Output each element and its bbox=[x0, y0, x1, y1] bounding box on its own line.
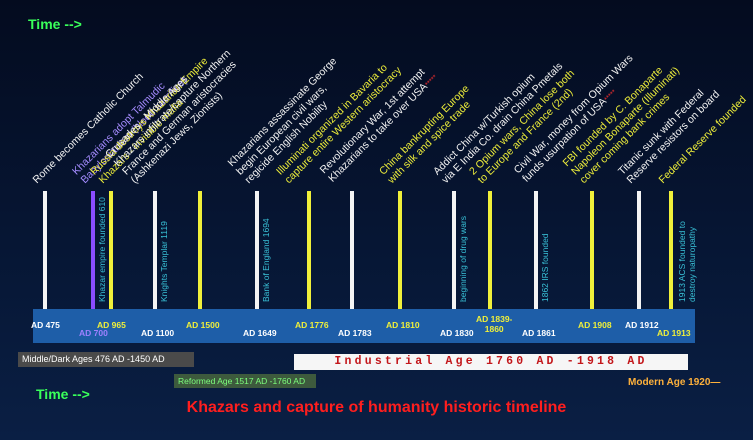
time-arrow-top: Time --> bbox=[28, 16, 82, 32]
date-label: AD 1912 bbox=[625, 320, 659, 330]
date-label: AD 700 bbox=[79, 328, 108, 338]
timeline-bar bbox=[255, 191, 259, 318]
date-label: AD 1649 bbox=[243, 328, 277, 338]
timeline-bar bbox=[43, 191, 47, 318]
bar-label: beginning of drug wars bbox=[458, 215, 468, 302]
timeline-bar bbox=[452, 191, 456, 318]
date-label: AD 1839- 1860 bbox=[476, 314, 513, 334]
timeline-bar bbox=[153, 191, 157, 318]
date-label: AD 1500 bbox=[186, 320, 220, 330]
page-title: Khazars and capture of humanity historic… bbox=[186, 399, 567, 416]
timeline-bar bbox=[488, 191, 492, 318]
date-label: AD 1776 bbox=[295, 320, 329, 330]
bar-label: Khazar empire founded 610 bbox=[97, 197, 107, 302]
bar-label: Bank of England 1694 bbox=[261, 218, 271, 302]
red-marker: ***** bbox=[424, 73, 439, 89]
date-label: AD 475 bbox=[31, 320, 60, 330]
timeline-bar bbox=[534, 191, 538, 318]
timeline-bar bbox=[109, 191, 113, 318]
date-label: AD 1100 bbox=[141, 328, 175, 338]
date-label: AD 1783 bbox=[338, 328, 372, 338]
timeline-bar bbox=[350, 191, 354, 318]
bar-label: Knights Templar 1119 bbox=[159, 221, 169, 302]
timeline-bar bbox=[398, 191, 402, 318]
date-label: AD 1908 bbox=[578, 320, 612, 330]
timeline-bar bbox=[669, 191, 673, 318]
date-label: AD 965 bbox=[97, 320, 126, 330]
time-arrow-bottom: Time --> bbox=[36, 386, 90, 402]
date-band bbox=[33, 309, 695, 343]
era-reformed-age: Reformed Age 1517 AD -1760 AD bbox=[174, 374, 316, 388]
timeline-bar bbox=[590, 191, 594, 318]
timeline-bar bbox=[91, 191, 95, 318]
timeline-bar bbox=[198, 191, 202, 318]
date-label: AD 1830 bbox=[440, 328, 474, 338]
bar-label: 1862 IRS founded bbox=[540, 233, 550, 302]
red-marker: ***** bbox=[603, 88, 619, 104]
era-industrial-age: Industrial Age 1760 AD -1918 AD bbox=[294, 354, 688, 370]
date-label: AD 1810 bbox=[386, 320, 420, 330]
date-label: AD 1913 bbox=[657, 328, 691, 338]
era-middle-ages: Middle/Dark Ages 476 AD -1450 AD bbox=[18, 352, 194, 367]
era-modern-age: Modern Age 1920— bbox=[628, 377, 721, 388]
date-label: AD 1861 bbox=[522, 328, 556, 338]
timeline-bar bbox=[637, 191, 641, 318]
bar-label: 1913 ACS founded to destroy naturopathy bbox=[677, 221, 697, 302]
timeline-bar bbox=[307, 191, 311, 318]
